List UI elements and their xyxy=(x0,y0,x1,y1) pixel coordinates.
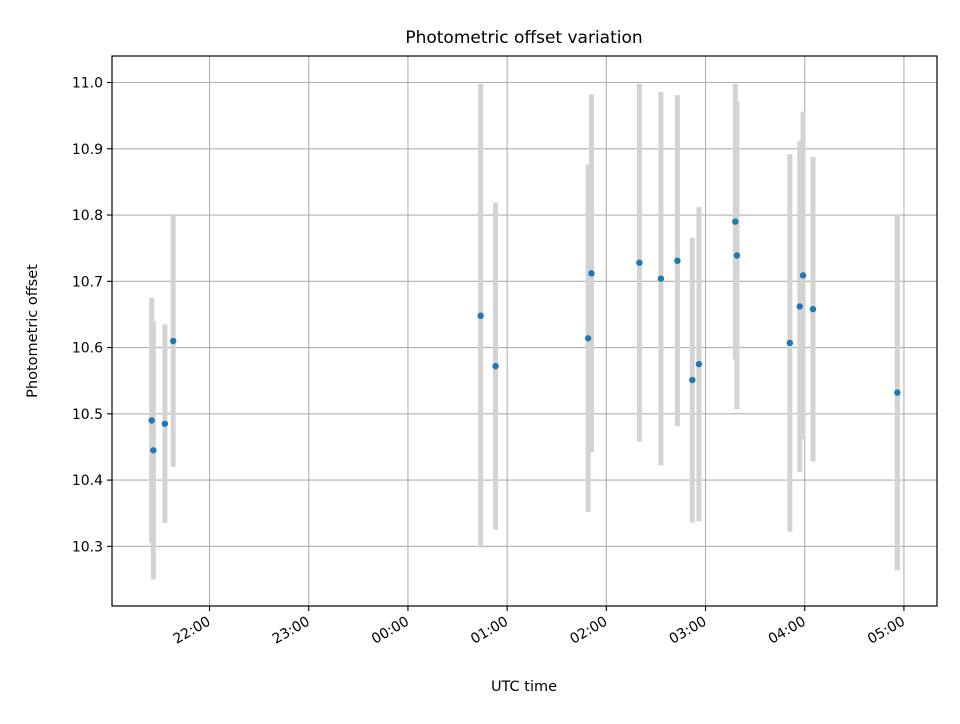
data-point xyxy=(695,360,703,368)
data-point xyxy=(799,272,807,279)
data-point xyxy=(796,303,803,310)
y-tick-label: 10.5 xyxy=(72,407,103,423)
y-tick-label: 10.4 xyxy=(72,473,103,489)
data-point xyxy=(674,257,681,264)
data-point xyxy=(786,339,794,347)
data-point xyxy=(657,275,665,282)
y-tick-label: 10.6 xyxy=(72,341,103,357)
data-point xyxy=(161,420,169,427)
data-point xyxy=(477,312,484,319)
y-tick-label: 10.7 xyxy=(72,274,103,290)
data-point xyxy=(733,252,741,259)
y-axis-label: Photometric offset xyxy=(25,264,41,398)
y-tick-label: 11.0 xyxy=(72,76,103,92)
data-point xyxy=(809,305,817,313)
data-point xyxy=(148,417,155,424)
data-point xyxy=(492,362,499,370)
data-point xyxy=(584,335,592,342)
y-tick-label: 10.8 xyxy=(72,208,103,224)
point-layer xyxy=(148,218,901,454)
data-point xyxy=(169,337,177,345)
data-point xyxy=(689,376,696,384)
data-point xyxy=(894,389,901,396)
y-tick-label: 10.9 xyxy=(72,142,103,158)
data-point xyxy=(732,218,739,225)
chart-title: Photometric offset variation xyxy=(405,28,642,48)
y-tick-label: 10.3 xyxy=(72,539,103,555)
data-point xyxy=(636,259,643,266)
data-point xyxy=(150,447,157,454)
x-axis-label: UTC time xyxy=(491,679,557,695)
data-point xyxy=(588,270,595,277)
plot-frame xyxy=(111,55,938,607)
